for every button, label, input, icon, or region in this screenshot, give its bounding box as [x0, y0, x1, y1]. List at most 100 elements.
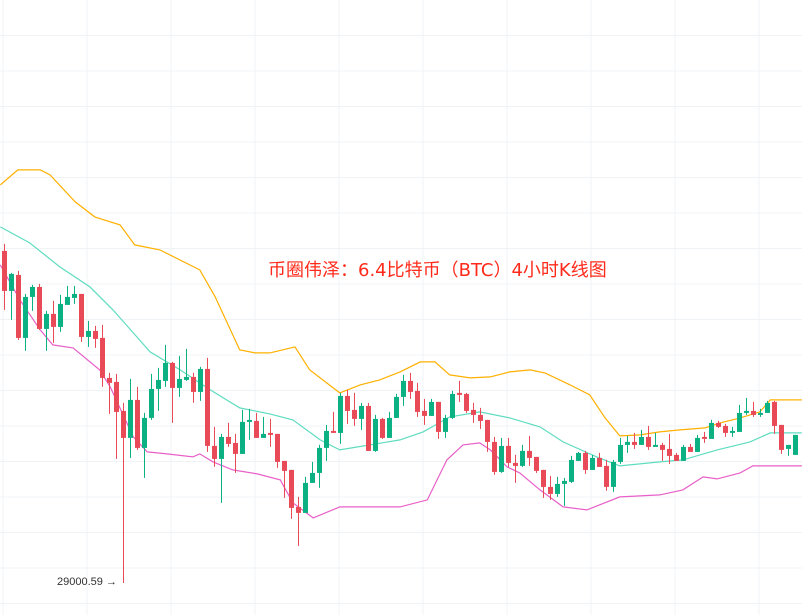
candle-up: [653, 432, 658, 447]
candle-body: [436, 401, 441, 432]
candle-body: [639, 436, 644, 445]
candle-up: [793, 434, 798, 455]
candle-body: [163, 362, 168, 381]
candle-body: [765, 402, 770, 413]
candle-up: [429, 398, 434, 416]
candle-body: [758, 412, 763, 415]
candle-body: [394, 396, 399, 418]
candle-down: [646, 425, 651, 450]
candle-body: [296, 506, 301, 513]
bollinger-middle-line: [0, 226, 802, 467]
candle-body: [625, 441, 630, 445]
candle-body: [534, 456, 539, 471]
candle-up: [709, 419, 714, 439]
candle-body: [415, 390, 420, 412]
candle-down: [268, 418, 273, 447]
candle-body: [23, 296, 28, 338]
candle-down: [604, 459, 609, 491]
candle-body: [373, 418, 378, 451]
candle-up: [219, 433, 224, 503]
candle-body: [653, 444, 658, 447]
candle-body: [254, 420, 259, 438]
candle-up: [58, 294, 63, 332]
candle-body: [128, 399, 133, 438]
candle-up: [149, 373, 154, 420]
candle-up: [590, 454, 595, 470]
candle-up: [394, 393, 399, 418]
candle-body: [198, 368, 203, 392]
candle-body: [149, 388, 154, 418]
candle-down: [275, 433, 280, 468]
candle-body: [513, 462, 518, 466]
candle-down: [436, 401, 441, 439]
candle-body: [590, 457, 595, 470]
candle-body: [751, 410, 756, 415]
candle-body: [702, 436, 707, 439]
arrow-right-icon: →: [105, 576, 117, 588]
candle-body: [422, 410, 427, 416]
candle-down: [702, 431, 707, 443]
candle-body: [233, 442, 238, 454]
candle-up: [86, 320, 91, 347]
candle-body: [86, 330, 91, 337]
candle-down: [282, 460, 287, 498]
candle-body: [135, 399, 140, 448]
candle-down: [674, 452, 679, 461]
candle-body: [562, 480, 567, 484]
candle-body: [730, 430, 735, 433]
candle-body: [611, 461, 616, 487]
candle-body: [450, 393, 455, 418]
candle-up: [555, 476, 560, 497]
candle-body: [492, 441, 497, 472]
candle-body: [100, 337, 105, 378]
candle-up: [387, 411, 392, 438]
candle-body: [506, 445, 511, 463]
candle-up: [240, 409, 245, 454]
candle-body: [604, 465, 609, 487]
candle-up: [261, 416, 266, 438]
candle-down: [254, 412, 259, 438]
candle-body: [282, 460, 287, 471]
candle-body: [478, 414, 483, 421]
candle-body: [618, 444, 623, 462]
candle-body: [79, 293, 84, 337]
candle-up: [562, 477, 567, 506]
candle-body: [709, 422, 714, 439]
candle-body: [541, 469, 546, 487]
candle-down: [135, 386, 140, 450]
candle-up: [156, 367, 161, 411]
candle-body: [170, 362, 175, 388]
candle-up: [401, 374, 406, 406]
candle-body: [240, 421, 245, 454]
candle-body: [674, 454, 679, 461]
candle-down: [751, 401, 756, 417]
candle-body: [471, 409, 476, 415]
candle-up: [44, 310, 49, 351]
candle-up: [639, 429, 644, 445]
low-price-label: 29000.59: [57, 576, 103, 588]
candle-down: [16, 270, 21, 340]
candle-body: [688, 446, 693, 452]
low-price-annotation: 29000.59 →: [57, 576, 117, 588]
candle-down: [485, 419, 490, 452]
candle-body: [779, 424, 784, 450]
bollinger-upper-line: [0, 169, 802, 437]
candle-up: [765, 400, 770, 413]
candle-up: [317, 444, 322, 488]
candle-down: [688, 443, 693, 452]
candle-up: [450, 390, 455, 419]
candle-body: [345, 395, 350, 411]
candle-up: [142, 412, 147, 478]
candle-body: [660, 444, 665, 450]
candle-body: [191, 376, 196, 392]
candle-down: [471, 402, 476, 423]
candle-body: [44, 313, 49, 329]
candle-down: [226, 422, 231, 447]
candle-down: [170, 361, 175, 423]
candle-up: [520, 444, 525, 467]
candle-down: [107, 372, 112, 414]
candle-body: [324, 430, 329, 448]
candle-down: [408, 372, 413, 399]
candle-body: [723, 425, 728, 433]
